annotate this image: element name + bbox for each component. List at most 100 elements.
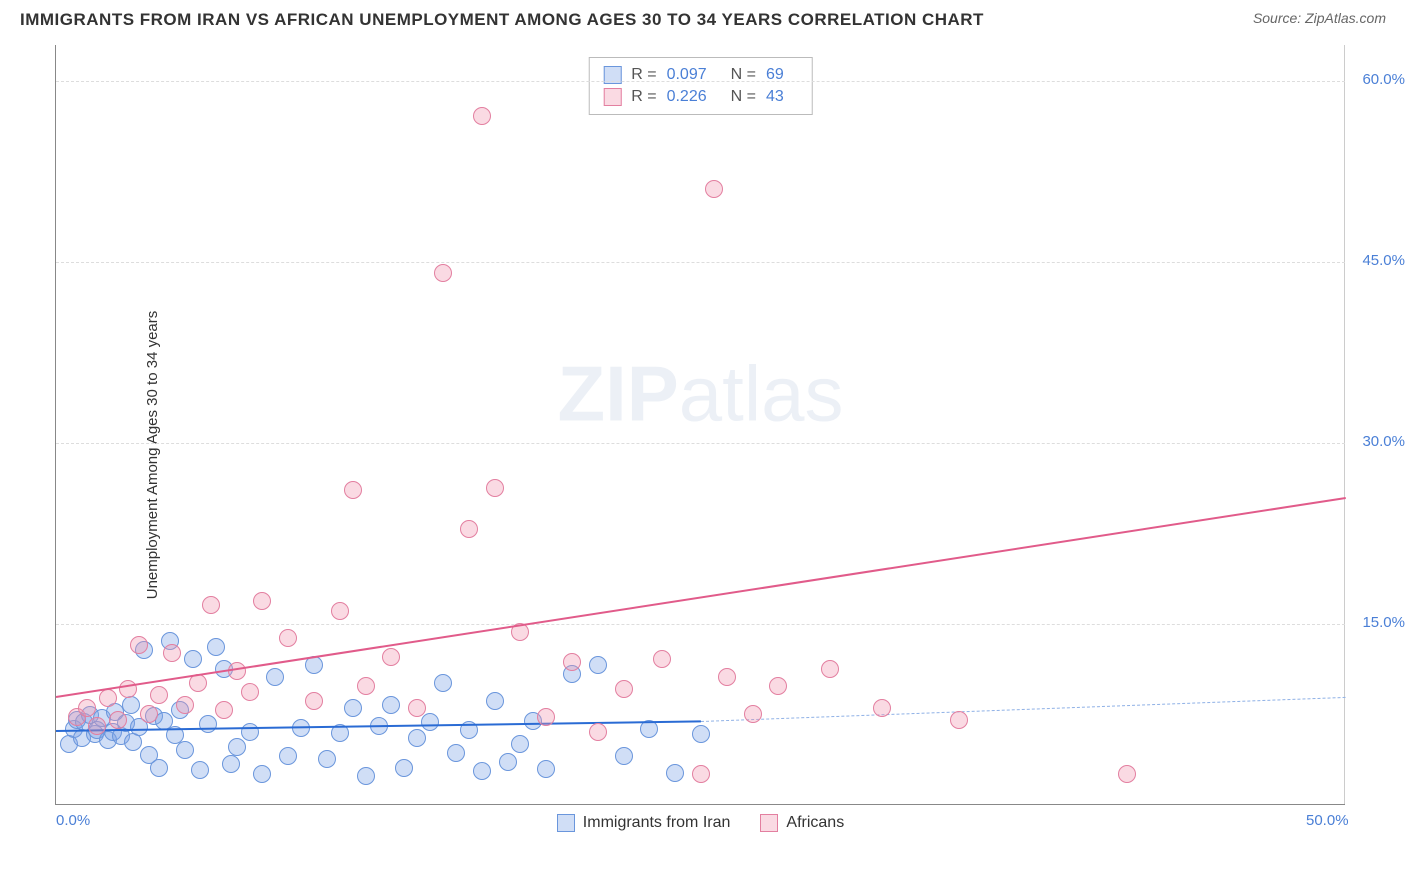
data-point [615, 680, 633, 698]
data-point [447, 744, 465, 762]
data-point [253, 592, 271, 610]
r-label: R = [631, 88, 656, 106]
data-point [473, 107, 491, 125]
legend-item: Immigrants from Iran [557, 814, 731, 832]
data-point [718, 668, 736, 686]
data-point [395, 759, 413, 777]
stats-row: R =0.097N =69 [603, 64, 798, 86]
x-tick-label: 0.0% [56, 812, 90, 829]
data-point [305, 692, 323, 710]
data-point [692, 765, 710, 783]
data-point [140, 705, 158, 723]
data-point [163, 644, 181, 662]
data-point [821, 660, 839, 678]
stats-legend: R =0.097N =69 R = 0.226 N = 43 [588, 57, 813, 115]
data-point [207, 638, 225, 656]
data-point [382, 648, 400, 666]
data-point [408, 699, 426, 717]
data-point [130, 636, 148, 654]
source-label: Source: ZipAtlas.com [1253, 10, 1386, 26]
data-point [511, 735, 529, 753]
data-point [537, 708, 555, 726]
data-point [769, 677, 787, 695]
data-point [124, 733, 142, 751]
data-point [344, 699, 362, 717]
data-point [150, 759, 168, 777]
data-point [692, 725, 710, 743]
data-point [184, 650, 202, 668]
data-point [122, 696, 140, 714]
data-point [589, 723, 607, 741]
data-point [78, 699, 96, 717]
x-tick-label: 50.0% [1306, 812, 1349, 829]
data-point [344, 481, 362, 499]
data-point [421, 713, 439, 731]
data-point [253, 765, 271, 783]
data-point [228, 738, 246, 756]
data-point [109, 711, 127, 729]
data-point [434, 264, 452, 282]
data-point [279, 629, 297, 647]
legend-label: Africans [786, 814, 844, 832]
data-point [950, 711, 968, 729]
n-value: 43 [766, 88, 784, 106]
gridline [56, 443, 1345, 444]
n-label: N = [731, 88, 756, 106]
legend-swatch [603, 88, 621, 106]
data-point [357, 677, 375, 695]
gridline [56, 262, 1345, 263]
data-point [486, 479, 504, 497]
y-tick-label: 30.0% [1362, 433, 1405, 450]
data-point [199, 715, 217, 733]
data-point [486, 692, 504, 710]
legend-swatch [760, 814, 778, 832]
data-point [331, 602, 349, 620]
legend-item: Africans [760, 814, 844, 832]
data-point [266, 668, 284, 686]
data-point [744, 705, 762, 723]
chart-container: Unemployment Among Ages 30 to 34 years Z… [0, 35, 1406, 875]
watermark: ZIPatlas [557, 349, 843, 440]
data-point [473, 762, 491, 780]
data-point [241, 683, 259, 701]
data-point [653, 650, 671, 668]
data-point [150, 686, 168, 704]
data-point [434, 674, 452, 692]
data-point [873, 699, 891, 717]
page-title: IMMIGRANTS FROM IRAN VS AFRICAN UNEMPLOY… [20, 10, 984, 30]
data-point [589, 656, 607, 674]
data-point [537, 760, 555, 778]
trend-line [56, 497, 1346, 698]
data-point [88, 717, 106, 735]
data-point [191, 761, 209, 779]
data-point [357, 767, 375, 785]
data-point [215, 701, 233, 719]
bottom-legend: Immigrants from Iran Africans [56, 814, 1345, 832]
data-point [408, 729, 426, 747]
gridline [56, 81, 1345, 82]
data-point [202, 596, 220, 614]
data-point [705, 180, 723, 198]
data-point [499, 753, 517, 771]
data-point [382, 696, 400, 714]
data-point [99, 689, 117, 707]
data-point [279, 747, 297, 765]
r-value: 0.226 [667, 88, 707, 106]
trend-line-dashed [701, 696, 1346, 721]
y-tick-label: 15.0% [1362, 614, 1405, 631]
data-point [318, 750, 336, 768]
data-point [666, 764, 684, 782]
data-point [460, 520, 478, 538]
data-point [241, 723, 259, 741]
gridline [56, 624, 1345, 625]
scatter-plot: ZIPatlas R =0.097N =69R =0.226N =43 Immi… [55, 45, 1345, 805]
y-tick-label: 45.0% [1362, 252, 1405, 269]
data-point [563, 653, 581, 671]
data-point [176, 741, 194, 759]
y-tick-label: 60.0% [1362, 71, 1405, 88]
data-point [1118, 765, 1136, 783]
data-point [228, 662, 246, 680]
data-point [222, 755, 240, 773]
plot-right-border [1344, 45, 1345, 804]
data-point [176, 696, 194, 714]
